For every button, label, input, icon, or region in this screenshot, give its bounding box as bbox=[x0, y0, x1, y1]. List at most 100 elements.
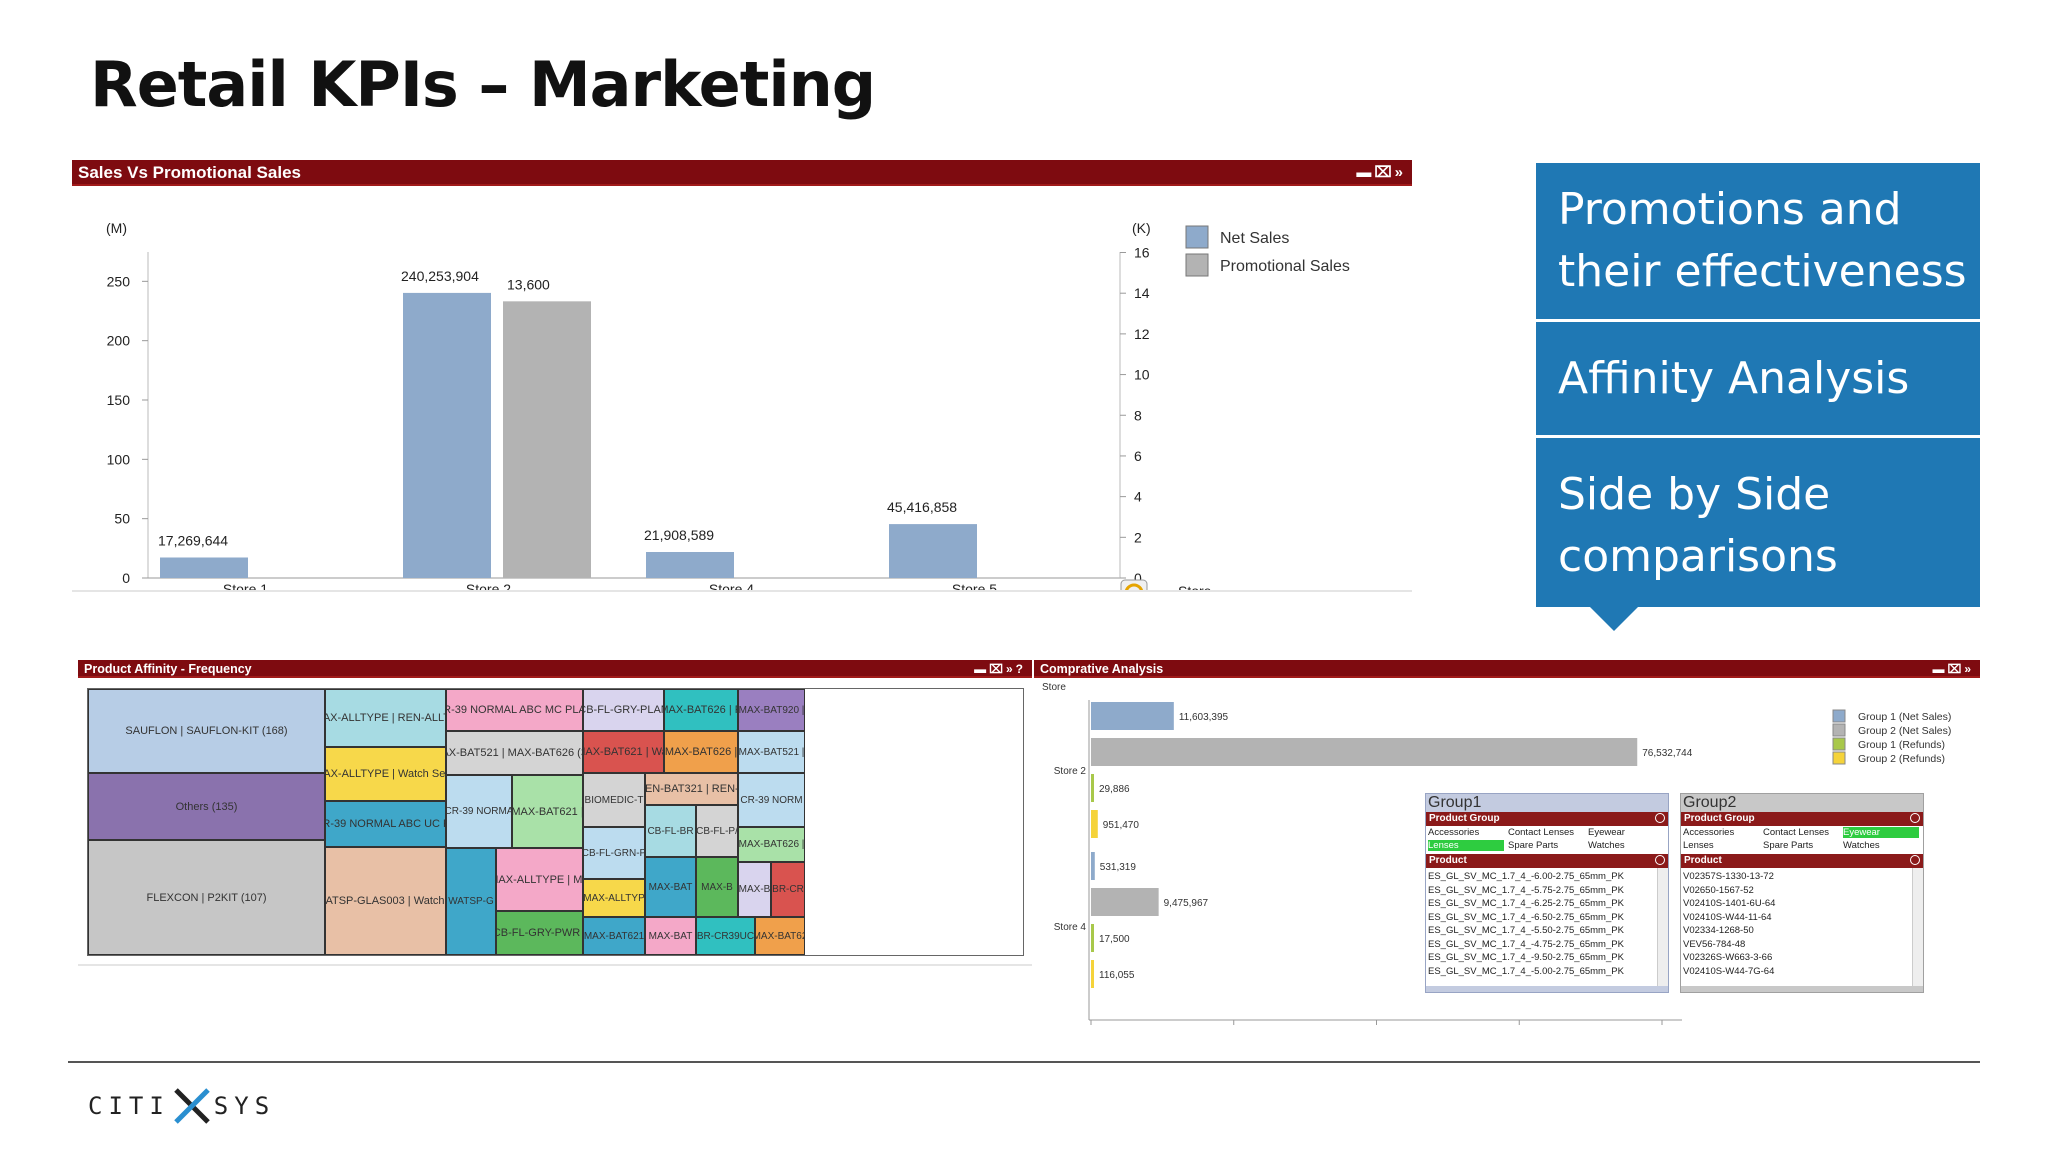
treemap-cell[interactable]: MAX-ALLTYPE | Watch Servi bbox=[325, 747, 446, 801]
treemap-cell[interactable]: MAX-BAT626 | bbox=[738, 827, 805, 862]
product-option[interactable]: ES_GL_SV_MC_1.7_4_-6.50-2.75_65mm_PK bbox=[1428, 911, 1624, 923]
sales-panel-bottom-rule bbox=[72, 590, 1412, 592]
clear-icon[interactable]: ⌧ bbox=[1947, 662, 1965, 676]
treemap-cell[interactable]: MAX-BAT621 bbox=[583, 917, 645, 955]
treemap-cell[interactable]: MAX-BAT626 | bbox=[664, 731, 738, 773]
treemap-cell[interactable]: MAX-ALLTYPE | MA bbox=[496, 848, 583, 911]
sales-panel-header: Sales Vs Promotional Sales ▬⌧» bbox=[72, 160, 1412, 186]
treemap-cell[interactable]: MAX-ALLTYP bbox=[583, 879, 645, 917]
product-option[interactable]: V02410S-W44-11-64 bbox=[1683, 911, 1772, 923]
bar-net-sales bbox=[646, 552, 734, 578]
treemap-cell[interactable]: BIOMEDIC-T bbox=[583, 773, 645, 827]
treemap-cell[interactable]: WATSP-G bbox=[446, 848, 496, 955]
treemap-cell[interactable]: WATSP-GLAS003 | Watch R bbox=[325, 847, 446, 955]
search-icon[interactable] bbox=[1910, 855, 1920, 865]
product-list-scrollbar[interactable] bbox=[1912, 868, 1923, 986]
clear-icon[interactable]: ⌧ bbox=[989, 662, 1006, 676]
product-option[interactable]: ES_GL_SV_MC_1.7_4_-4.75-2.75_65mm_PK bbox=[1428, 938, 1624, 950]
treemap-cell[interactable]: Others (135) bbox=[88, 773, 325, 840]
treemap-cell[interactable]: MAX-BAT621 | Wat bbox=[583, 731, 664, 773]
left-tick-label: 150 bbox=[107, 392, 131, 408]
product-group-option[interactable]: Contact Lenses bbox=[1763, 827, 1830, 838]
bar-promotional-sales bbox=[503, 301, 591, 578]
product-option[interactable]: VEV56-784-48 bbox=[1683, 938, 1746, 950]
treemap-cell[interactable]: REN-BAT321 | REN-B bbox=[645, 773, 738, 805]
treemap-cell[interactable]: MAX-B bbox=[738, 862, 771, 917]
print-icon[interactable]: ▬ bbox=[1356, 164, 1375, 181]
compare-legend-swatch bbox=[1832, 751, 1846, 765]
bar-net-sales bbox=[160, 557, 248, 578]
treemap-cell[interactable]: BR-CR bbox=[771, 862, 805, 917]
product-option[interactable]: V02410S-W44-7G-64 bbox=[1683, 965, 1775, 977]
product-group-option[interactable]: Accessories bbox=[1683, 827, 1735, 838]
treemap-cell[interactable]: BR-CR39UC bbox=[696, 917, 755, 955]
left-unit-label: (M) bbox=[106, 220, 127, 236]
search-icon[interactable] bbox=[1655, 813, 1665, 823]
compare-bar bbox=[1091, 924, 1094, 952]
product-option[interactable]: ES_GL_SV_MC_1.7_4_-9.50-2.75_65mm_PK bbox=[1428, 952, 1624, 963]
treemap-cell[interactable]: CR-39 NORMAL ABC MC PLAN bbox=[446, 689, 583, 731]
product-option[interactable]: ES_GL_SV_MC_1.7_4_-5.50-2.75_65mm_PK bbox=[1428, 925, 1624, 936]
treemap-cell[interactable]: SAUFLON | SAUFLON-KIT (168) bbox=[88, 689, 325, 773]
data-label: 17,269,644 bbox=[158, 533, 228, 549]
panel-toolbar: ▬⌧» bbox=[1356, 160, 1406, 186]
treemap-cell[interactable]: MAX-BAT bbox=[645, 857, 696, 917]
product-option[interactable]: V02334-1268-50 bbox=[1683, 925, 1754, 936]
product-group-option[interactable]: Spare Parts bbox=[1508, 840, 1559, 851]
treemap-cell[interactable]: CB-FL-BR bbox=[645, 805, 696, 857]
treemap-cell[interactable]: CB-FL-GRY-PLAN bbox=[583, 689, 664, 731]
treemap-cell[interactable]: CR-39 NORM bbox=[738, 773, 805, 827]
right-tick-label: 12 bbox=[1134, 326, 1150, 342]
compare-legend-label: Group 1 (Net Sales) bbox=[1858, 711, 1951, 723]
clear-icon[interactable]: ⌧ bbox=[1374, 164, 1395, 181]
compare-data-label: 11,603,395 bbox=[1179, 712, 1229, 723]
product-group-option[interactable]: Watches bbox=[1843, 840, 1880, 851]
search-icon[interactable] bbox=[1655, 855, 1665, 865]
expand-icon[interactable]: » bbox=[1394, 164, 1406, 181]
treemap-cell[interactable]: CR-39 NORMA bbox=[446, 775, 512, 848]
treemap-cell[interactable]: MAX-ALLTYPE | REN-ALLTY bbox=[325, 689, 446, 747]
product-group-option[interactable]: Accessories bbox=[1428, 827, 1480, 838]
product-option[interactable]: V02326S-W663-3-66 bbox=[1683, 952, 1773, 963]
product-group-option[interactable]: Watches bbox=[1588, 840, 1625, 851]
menu-item-side-by-side[interactable]: Side by Side comparisons bbox=[1536, 438, 1980, 607]
treemap-cell[interactable]: MAX-BAT521 | MAX-BAT626 (36) bbox=[446, 731, 583, 775]
print-icon[interactable]: ▬ bbox=[974, 662, 990, 676]
help-icon[interactable]: ? bbox=[1015, 662, 1026, 676]
menu-item-affinity-label: Affinity Analysis bbox=[1558, 353, 1910, 404]
treemap-cell[interactable]: CR-39 NORMAL ABC UC PL bbox=[325, 801, 446, 847]
treemap-cell[interactable]: MAX-B bbox=[696, 857, 738, 917]
product-group-option[interactable]: Spare Parts bbox=[1763, 840, 1814, 851]
search-icon[interactable] bbox=[1910, 813, 1920, 823]
product-group-option[interactable]: Eyewear bbox=[1843, 827, 1919, 838]
expand-icon[interactable]: » bbox=[1005, 662, 1016, 676]
product-group-option[interactable]: Lenses bbox=[1428, 840, 1504, 851]
affinity-toolbar: ▬⌧»? bbox=[974, 660, 1026, 678]
product-group-option[interactable]: Contact Lenses bbox=[1508, 827, 1575, 838]
treemap-cell[interactable]: MAX-BAT62 bbox=[755, 917, 805, 955]
product-group-option[interactable]: Eyewear bbox=[1588, 827, 1625, 838]
print-icon[interactable]: ▬ bbox=[1932, 662, 1948, 676]
product-list-scrollbar[interactable] bbox=[1657, 868, 1668, 986]
treemap-cell[interactable]: FLEXCON | P2KIT (107) bbox=[88, 840, 325, 955]
product-option[interactable]: V02650-1567-52 bbox=[1683, 884, 1754, 896]
treemap-cell[interactable]: MAX-BAT621 | bbox=[512, 775, 583, 848]
treemap-cell[interactable]: CB-FL-GRY-PWR | bbox=[496, 911, 583, 955]
product-option[interactable]: ES_GL_SV_MC_1.7_4_-6.25-2.75_65mm_PK bbox=[1428, 898, 1624, 909]
treemap-cell[interactable]: CB-FL-GRN-P bbox=[583, 827, 645, 879]
product-option[interactable]: V02410S-1401-6U-64 bbox=[1683, 898, 1776, 909]
menu-item-affinity[interactable]: Affinity Analysis bbox=[1536, 322, 1980, 435]
treemap-cell[interactable]: MAX-BAT bbox=[645, 917, 696, 955]
expand-icon[interactable]: » bbox=[1964, 662, 1974, 676]
product-group-option[interactable]: Lenses bbox=[1683, 840, 1714, 851]
refresh-icon[interactable] bbox=[1120, 579, 1148, 592]
treemap-cell[interactable]: CB-FL-P/ bbox=[696, 805, 738, 857]
product-option[interactable]: ES_GL_SV_MC_1.7_4_-5.75-2.75_65mm_PK bbox=[1428, 884, 1624, 896]
treemap-cell[interactable]: MAX-BAT920 | bbox=[738, 689, 805, 731]
product-option[interactable]: ES_GL_SV_MC_1.7_4_-5.00-2.75_65mm_PK bbox=[1428, 965, 1624, 977]
product-option[interactable]: V02357S-1330-13-72 bbox=[1683, 871, 1774, 882]
treemap-cell[interactable]: MAX-BAT626 | R bbox=[664, 689, 738, 731]
product-option[interactable]: ES_GL_SV_MC_1.7_4_-6.00-2.75_65mm_PK bbox=[1428, 871, 1624, 882]
treemap-cell[interactable]: MAX-BAT521 | bbox=[738, 731, 805, 773]
menu-item-promotions[interactable]: Promotions and their effectiveness bbox=[1536, 163, 1980, 319]
